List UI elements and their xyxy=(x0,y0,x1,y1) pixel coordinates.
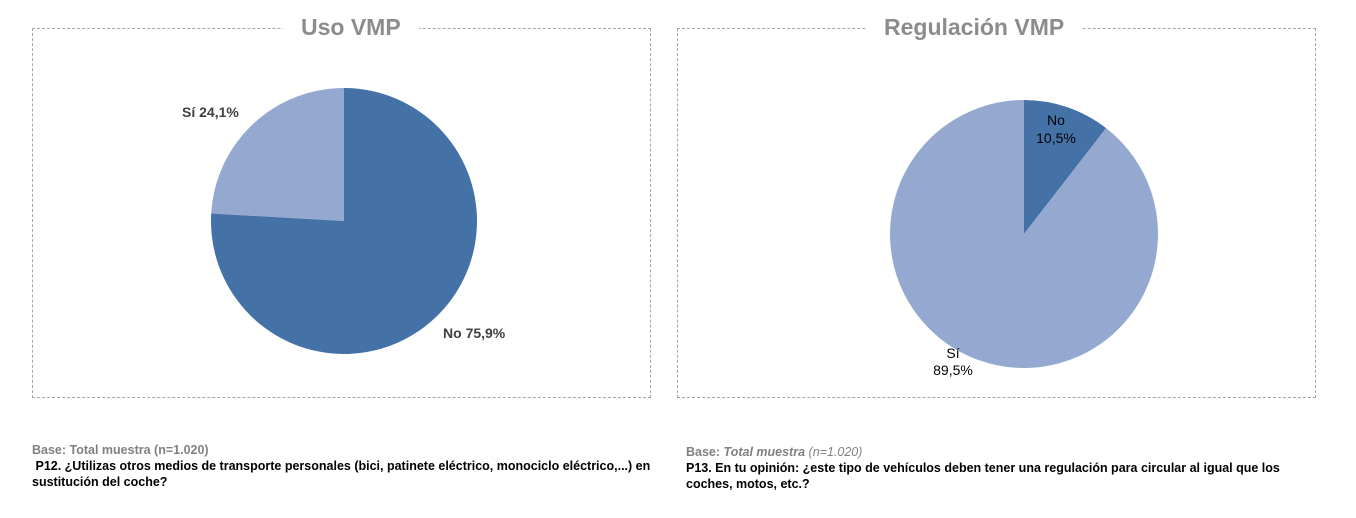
chart-title-uso: Uso VMP xyxy=(283,14,419,41)
pie-label-no-name: No xyxy=(1047,112,1065,128)
pie-slice-no xyxy=(211,88,478,354)
pie-label-no: No 75,9% xyxy=(443,325,506,341)
base-line: Base: Total muestra (n=1.020) xyxy=(32,443,209,457)
pie-label-no-value: 10,5% xyxy=(1036,130,1076,146)
pie-chart-uso: Sí 24,1% No 75,9% xyxy=(182,88,506,354)
pie-slice-si xyxy=(211,88,344,221)
chart-title-regulacion: Regulación VMP xyxy=(866,14,1083,41)
pie-label-si-name: Sí xyxy=(946,345,959,361)
question-text: P12. ¿Utilizas otros medios de transport… xyxy=(32,459,654,489)
pie-slice-no xyxy=(1024,100,1107,234)
pie-chart-regulacion: No 10,5% Sí 89,5% xyxy=(889,100,1158,378)
footer-p12: Base: Total muestra (n=1.020) P12. ¿Util… xyxy=(32,442,652,490)
question-text: P13. En tu opinión: ¿este tipo de vehícu… xyxy=(686,461,1280,491)
base-line: Base: Total muestra (n=1.020) xyxy=(686,445,863,459)
pie-label-si: Sí 24,1% xyxy=(182,104,239,120)
footer-p13: Base: Total muestra (n=1.020) P13. En tu… xyxy=(686,444,1316,492)
pie-slice-si xyxy=(889,100,1158,368)
pie-label-si-value: 89,5% xyxy=(933,362,973,378)
